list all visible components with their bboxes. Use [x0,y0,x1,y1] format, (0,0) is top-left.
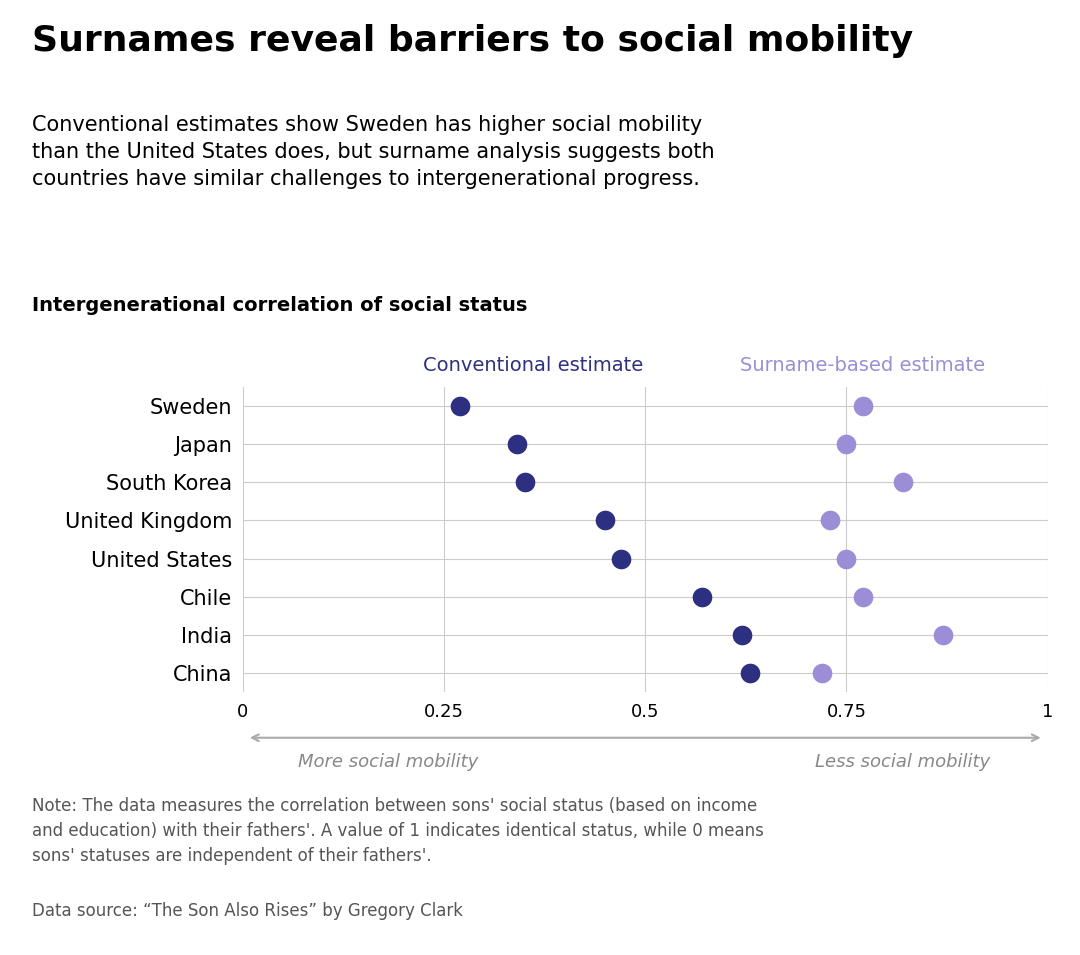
Text: More social mobility: More social mobility [298,753,478,772]
Text: Conventional estimates show Sweden has higher social mobility
than the United St: Conventional estimates show Sweden has h… [32,115,715,189]
Point [733,627,751,643]
Text: Surname-based estimate: Surname-based estimate [740,356,985,375]
Point [894,475,912,490]
Point [813,666,831,681]
Point [693,589,711,605]
Point [854,398,872,414]
Point [838,551,855,566]
Point [822,513,839,528]
Text: Less social mobility: Less social mobility [815,753,990,772]
Point [516,475,534,490]
Point [741,666,758,681]
Text: Data source: “The Son Also Rises” by Gregory Clark: Data source: “The Son Also Rises” by Gre… [32,902,463,921]
Point [934,627,951,643]
Point [596,513,613,528]
Point [451,398,469,414]
Text: Note: The data measures the correlation between sons' social status (based on in: Note: The data measures the correlation … [32,797,765,865]
Point [838,436,855,452]
Point [612,551,630,566]
Text: Intergenerational correlation of social status: Intergenerational correlation of social … [32,296,528,315]
Point [508,436,525,452]
Text: Conventional estimate: Conventional estimate [422,356,643,375]
Text: Surnames reveal barriers to social mobility: Surnames reveal barriers to social mobil… [32,24,914,58]
Point [854,589,872,605]
